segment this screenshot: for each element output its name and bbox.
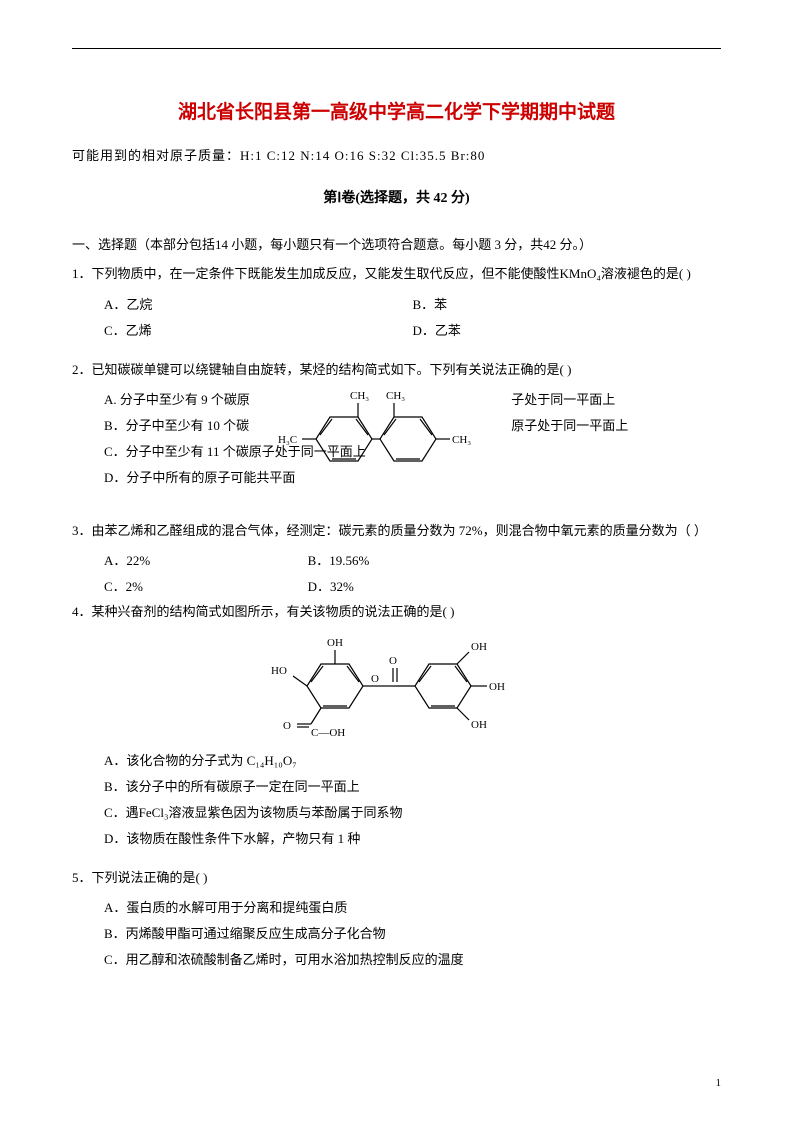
q2-opt-a-right: 子处于同一平面上 bbox=[511, 387, 615, 413]
section-heading: 第Ⅰ卷(选择题，共 42 分) bbox=[72, 186, 721, 211]
label-ch3-1: CH₃ bbox=[350, 390, 369, 402]
q1-opt-c: C．乙烯 bbox=[104, 318, 413, 344]
q5-opt-a: A．蛋白质的水解可用于分离和提纯蛋白质 bbox=[104, 895, 721, 921]
q4-structure-diagram: HO OH O O OH OH OH C—OH O bbox=[267, 630, 527, 742]
q5-opt-b: B．丙烯酸甲酯可通过缩聚反应生成高分子化合物 bbox=[104, 921, 721, 947]
q2-stem: 2．已知碳碳单键可以绕键轴自由旋转，某烃的结构简式如下。下列有关说法正确的是( … bbox=[72, 358, 721, 381]
q3-opt-d: D．32% bbox=[308, 574, 721, 600]
q4-stem: 4．某种兴奋剂的结构简式如图所示，有关该物质的说法正确的是( ) bbox=[72, 600, 721, 623]
q4-opt-b: B．该分子中的所有碳原子一定在同一平面上 bbox=[104, 774, 721, 800]
label-oh2: OH bbox=[471, 641, 487, 653]
doc-title: 湖北省长阳县第一高级中学高二化学下学期期中试题 bbox=[72, 96, 721, 130]
q3-opt-b: B．19.56% bbox=[308, 548, 721, 574]
q3-opt-c: C．2% bbox=[104, 574, 308, 600]
q3-opt-a: A．22% bbox=[104, 548, 308, 574]
label-coh: C—OH bbox=[311, 727, 345, 739]
q3-options: A．22% B．19.56% C．2% D．32% bbox=[72, 548, 721, 600]
q4-opt-c: C．遇FeCl₃溶液显紫色因为该物质与苯酚属于同系物 bbox=[104, 800, 721, 826]
q1-stem: 1．下列物质中，在一定条件下既能发生加成反应，又能发生取代反应，但不能使酸性KM… bbox=[72, 262, 721, 285]
label-o: O bbox=[371, 673, 379, 685]
q1-opt-b: B．苯 bbox=[413, 292, 722, 318]
q5-options: A．蛋白质的水解可用于分离和提纯蛋白质 B．丙烯酸甲酯可通过缩聚反应生成高分子化… bbox=[72, 895, 721, 973]
label-oh4: OH bbox=[471, 719, 487, 731]
q4-opt-d: D．该物质在酸性条件下水解，产物只有 1 种 bbox=[104, 826, 721, 852]
label-ho: HO bbox=[271, 665, 287, 677]
q1-opt-a: A．乙烷 bbox=[104, 292, 413, 318]
q2-opt-b-right: 原子处于同一平面上 bbox=[511, 413, 628, 439]
q2-options: CH₃ CH₃ H₃C CH₃ A. 分子中至少有 9 个碳原 子处于同一平面上… bbox=[72, 387, 721, 491]
page-number: 1 bbox=[716, 1074, 722, 1094]
label-oh3: OH bbox=[489, 681, 505, 693]
q1-options: A．乙烷 B．苯 C．乙烯 D．乙苯 bbox=[72, 292, 721, 344]
q5-stem: 5．下列说法正确的是( ) bbox=[72, 866, 721, 889]
section-instruction: 一、选择题（本部分包括14 小题，每小题只有一个选项符合题意。每小题 3 分，共… bbox=[72, 233, 721, 256]
q5-opt-c: C．用乙醇和浓硫酸制备乙烯时，可用水浴加热控制反应的温度 bbox=[104, 947, 721, 973]
label-do: O bbox=[389, 655, 397, 667]
label-ch3-3: CH₃ bbox=[452, 434, 471, 446]
label-ch3-2: CH₃ bbox=[386, 390, 405, 402]
q4-options: A．该化合物的分子式为 C₁₄H₁₀O₇ B．该分子中的所有碳原子一定在同一平面… bbox=[72, 748, 721, 852]
atomic-masses: 可能用到的相对原子质量：H:1 C:12 N:14 O:16 S:32 Cl:3… bbox=[72, 144, 721, 167]
q1-opt-d: D．乙苯 bbox=[413, 318, 722, 344]
label-do2: O bbox=[283, 720, 291, 732]
top-rule bbox=[72, 48, 721, 49]
q3-stem: 3．由苯乙烯和乙醛组成的混合气体，经测定：碳元素的质量分数为 72%，则混合物中… bbox=[72, 519, 721, 542]
q4-opt-a: A．该化合物的分子式为 C₁₄H₁₀O₇ bbox=[104, 748, 721, 774]
label-oh1: OH bbox=[327, 637, 343, 649]
label-h3c: H₃C bbox=[278, 434, 297, 446]
q2-structure-diagram: CH₃ CH₃ H₃C CH₃ bbox=[276, 383, 476, 471]
